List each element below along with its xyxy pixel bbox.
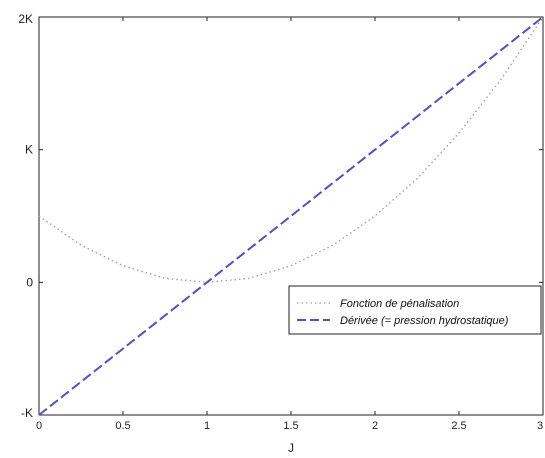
- x-tick-label: 1.5: [283, 420, 298, 432]
- x-tick-label: 1: [204, 420, 210, 432]
- series-line-derivee: [38, 16, 544, 416]
- y-tick-label: K: [25, 143, 33, 157]
- series-line-penalisation: [38, 16, 544, 284]
- legend: Fonction de pénalisation Dérivée (= pres…: [288, 285, 542, 335]
- legend-label-penalisation: Fonction de pénalisation: [340, 298, 459, 310]
- x-tick-label: 0.5: [115, 420, 130, 432]
- x-tick-label: 2: [372, 420, 378, 432]
- y-axis-ticks: -K 0 K 2K: [18, 12, 543, 420]
- x-tick-label: 2.5: [451, 420, 466, 432]
- legend-box: [288, 285, 542, 335]
- plot-area-frame: [38, 16, 544, 416]
- y-tick-label: 0: [26, 275, 33, 289]
- series-layer: [38, 16, 544, 416]
- x-tick-label: 3: [537, 420, 543, 432]
- x-axis-label: J: [288, 441, 294, 455]
- legend-label-derivee: Dérivée (= pression hydrostatique): [340, 315, 509, 327]
- y-tick-label: -K: [21, 406, 33, 420]
- x-tick-label: 0: [36, 420, 42, 432]
- y-tick-label: 2K: [18, 12, 33, 26]
- x-axis-ticks: 0 0.5 1 1.5 2 2.5 3: [36, 17, 544, 432]
